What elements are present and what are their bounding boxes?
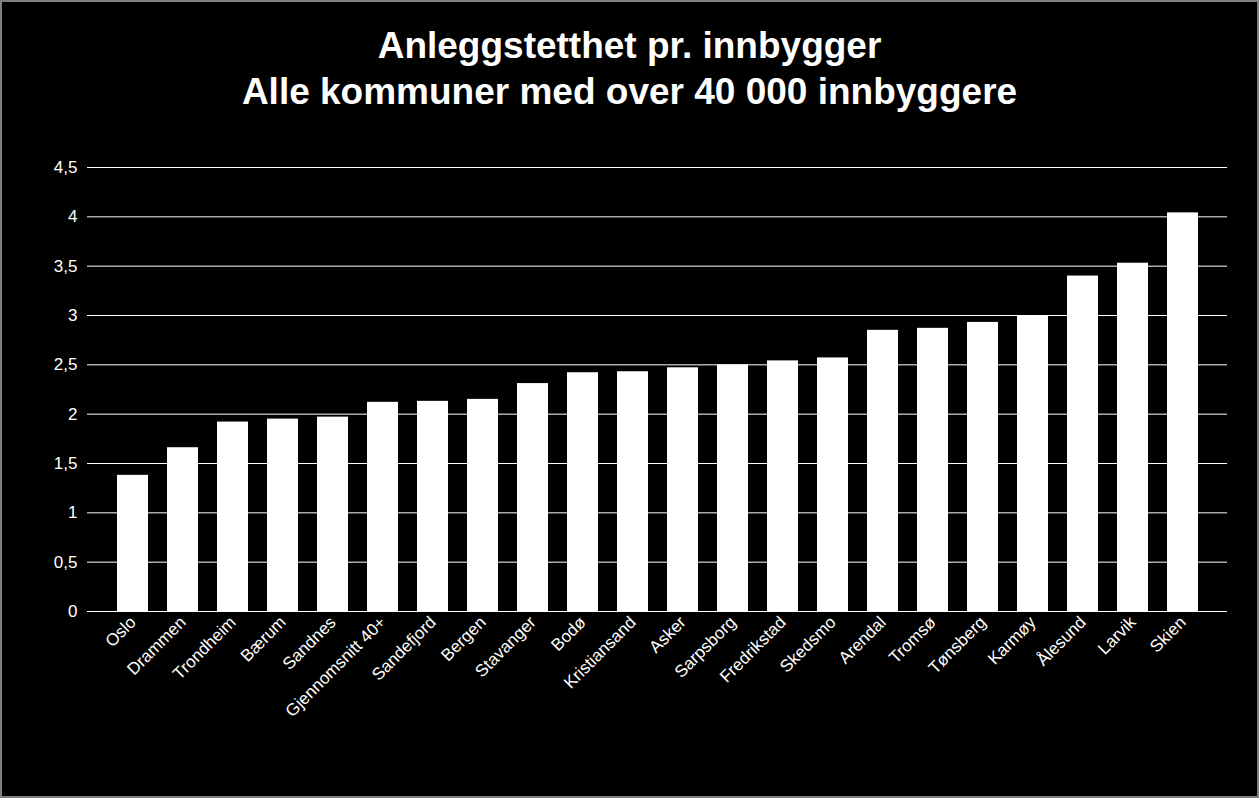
html-text:Anleggstetthet pr. innbygger: Anleggstetthet pr. innbygger — [377, 25, 882, 66]
svg-text:Sandnes: Sandnes — [278, 612, 340, 674]
svg-text:1,5: 1,5 — [54, 454, 78, 473]
svg-text:4: 4 — [68, 207, 77, 226]
svg-text:Karmøy: Karmøy — [984, 612, 1040, 668]
svg-text:Asker: Asker — [646, 613, 690, 657]
svg-text:2,5: 2,5 — [54, 355, 78, 374]
svg-text:Bergen: Bergen — [437, 612, 490, 665]
svg-text:1: 1 — [68, 503, 77, 522]
svg-text:Drammen: Drammen — [123, 612, 190, 679]
svg-text:Tønsberg: Tønsberg — [925, 613, 990, 678]
svg-text:Gjennomsnitt 40+: Gjennomsnitt 40+ — [281, 612, 390, 721]
svg-text:Bærum: Bærum — [236, 612, 290, 666]
svg-text:Oslo: Oslo — [102, 613, 140, 651]
svg-text:Ålesund: Ålesund — [1033, 613, 1090, 670]
svg-text:Sarpsborg: Sarpsborg — [670, 612, 740, 682]
svg-text:3,5: 3,5 — [54, 257, 78, 276]
svg-text:Arendal: Arendal — [835, 613, 890, 668]
svg-text:3: 3 — [68, 306, 77, 325]
svg-text:Stavanger: Stavanger — [471, 613, 539, 681]
svg-text:Bodø: Bodø — [548, 613, 590, 655]
svg-text:Skedsmo: Skedsmo — [776, 613, 840, 677]
svg-text:0,5: 0,5 — [54, 553, 78, 572]
svg-text:0: 0 — [68, 602, 77, 621]
html-text:Alle kommuner med over 40 000: Alle kommuner med over 40 000 innbyggere — [241, 71, 1018, 112]
svg-text:4,5: 4,5 — [54, 158, 78, 177]
svg-text:Skien: Skien — [1146, 613, 1190, 657]
svg-text:Trondheim: Trondheim — [169, 613, 239, 683]
svg-text:Larvik: Larvik — [1094, 612, 1140, 658]
svg-text:Sandefjord: Sandefjord — [368, 613, 440, 685]
svg-text:2: 2 — [68, 405, 77, 424]
svg-text:Tromsø: Tromsø — [885, 612, 940, 668]
svg-text:Fredrikstad: Fredrikstad — [716, 613, 790, 687]
svg-text:Kristiansand: Kristiansand — [560, 613, 640, 693]
